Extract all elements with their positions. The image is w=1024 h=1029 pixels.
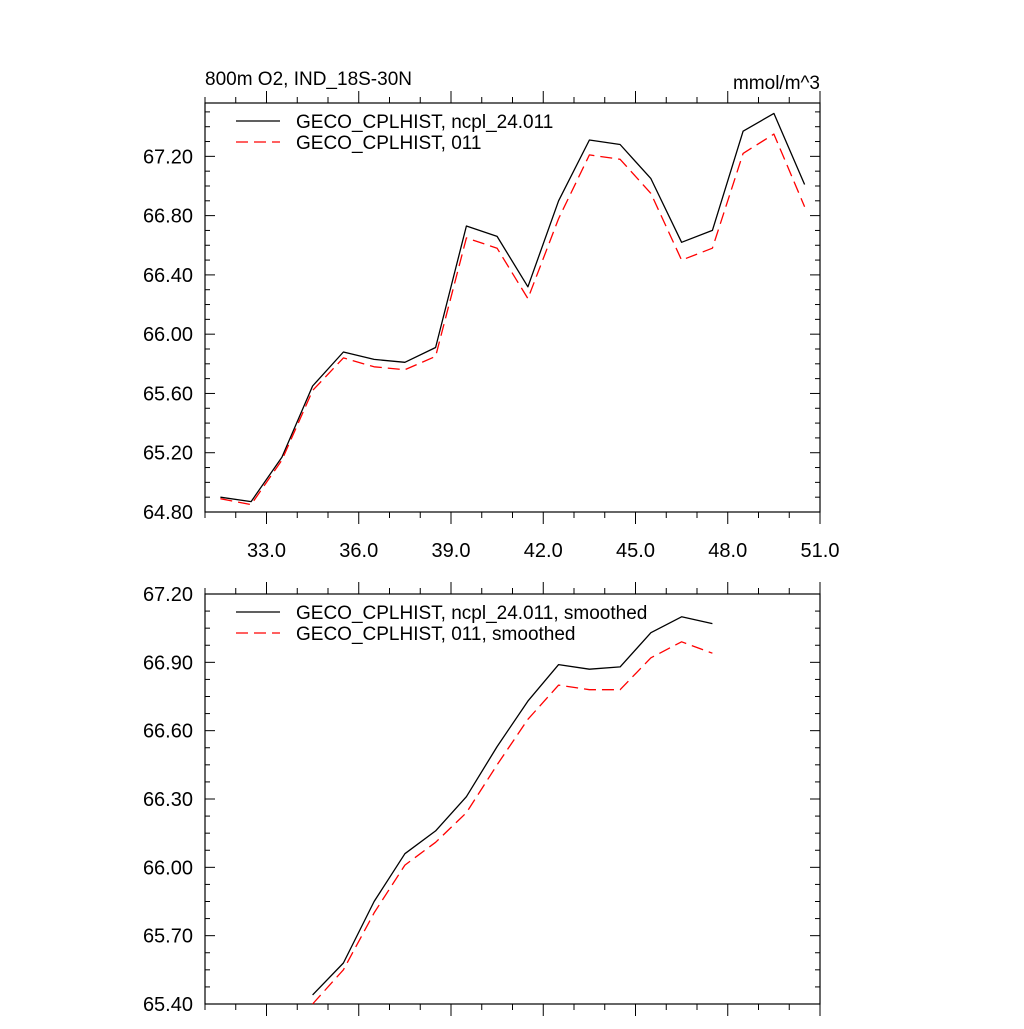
chart-title: 800m O2, IND_18S-30N xyxy=(205,69,412,90)
series-line-2 xyxy=(220,133,806,506)
x-tick-label: 51.0 xyxy=(801,540,840,562)
panel-1: 64.80 65.20 65.60 66.00 66.40 66.80 67.20 33.0 3… xyxy=(143,69,840,562)
y-tick-label: 66.60 xyxy=(143,721,193,743)
legend-label: GECO_CPLHIST, 011 xyxy=(296,133,482,154)
y-tick-label: 65.70 xyxy=(143,926,193,948)
y-tick-label: 66.00 xyxy=(143,857,193,879)
x-tick-label: 45.0 xyxy=(616,540,655,562)
y-tick-label: 64.80 xyxy=(143,502,193,524)
y-tick-label: 66.00 xyxy=(143,324,193,346)
series-line-2 xyxy=(312,641,713,1005)
x-tick-label: 39.0 xyxy=(432,540,471,562)
x-tick-label: 36.0 xyxy=(339,540,378,562)
legend-label: GECO_CPLHIST, ncpl_24.011 xyxy=(296,112,553,133)
y-tick-label: 67.20 xyxy=(143,584,193,606)
legend-label: GECO_CPLHIST, 011, smoothed xyxy=(296,624,576,645)
plot-frame xyxy=(204,102,821,513)
y-tick-label: 65.20 xyxy=(143,443,193,465)
x-tick-label: 42.0 xyxy=(524,540,563,562)
y-tick-label: 65.40 xyxy=(143,994,193,1016)
y-tick-label: 66.90 xyxy=(143,652,193,674)
x-tick-label: 33.0 xyxy=(247,540,286,562)
units-label: mmol/m^3 xyxy=(733,73,820,94)
plot-frame xyxy=(204,593,821,1005)
series-line-1 xyxy=(220,112,806,503)
y-tick-label: 66.30 xyxy=(143,789,193,811)
y-tick-label: 67.20 xyxy=(143,146,193,168)
panel-2: 65.40 65.70 66.00 66.30 66.60 66.90 67.20 GECO_… xyxy=(143,582,821,1016)
x-tick-label: 48.0 xyxy=(708,540,747,562)
legend-label: GECO_CPLHIST, ncpl_24.011, smoothed xyxy=(296,603,647,624)
y-tick-label: 65.60 xyxy=(143,383,193,405)
y-tick-label: 66.40 xyxy=(143,265,193,287)
y-tick-label: 66.80 xyxy=(143,206,193,228)
legend: GECO_CPLHIST, ncpl_24.011, smoothedGECO_… xyxy=(236,603,647,645)
series-line-1 xyxy=(312,616,713,996)
